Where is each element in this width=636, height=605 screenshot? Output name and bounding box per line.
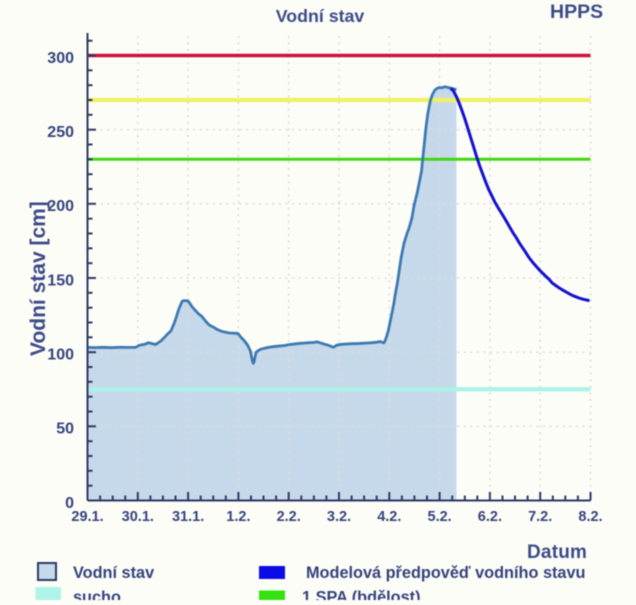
svg-text:3.2.: 3.2. [327,509,351,525]
svg-text:0: 0 [65,495,74,512]
svg-text:8.2.: 8.2. [578,509,602,525]
svg-text:Vodní stav [cm]: Vodní stav [cm] [27,201,50,356]
svg-text:50: 50 [56,421,74,438]
svg-text:31.1.: 31.1. [172,509,204,525]
svg-text:250: 250 [47,124,74,141]
svg-text:Datum: Datum [527,542,587,563]
svg-text:7.2.: 7.2. [528,509,552,525]
svg-text:Vodní stav: Vodní stav [73,564,154,582]
svg-text:HPPS: HPPS [550,1,603,23]
svg-text:Modelová předpověď vodního sta: Modelová předpověď vodního stavu [306,564,585,582]
svg-text:Vodní stav: Vodní stav [276,6,365,26]
svg-text:sucho: sucho [73,589,121,601]
svg-text:4.2.: 4.2. [377,509,401,525]
svg-text:300: 300 [47,50,74,67]
svg-text:29.1.: 29.1. [71,509,103,525]
svg-text:1.SPA (bdělost): 1.SPA (bdělost) [302,589,421,601]
svg-text:200: 200 [47,198,74,215]
svg-text:30.1.: 30.1. [122,509,154,525]
svg-text:100: 100 [47,347,74,364]
svg-text:150: 150 [47,272,74,289]
svg-text:1.2.: 1.2. [226,509,250,525]
svg-text:5.2.: 5.2. [428,509,452,525]
svg-text:6.2.: 6.2. [478,509,502,525]
svg-text:2.2.: 2.2. [277,509,301,525]
